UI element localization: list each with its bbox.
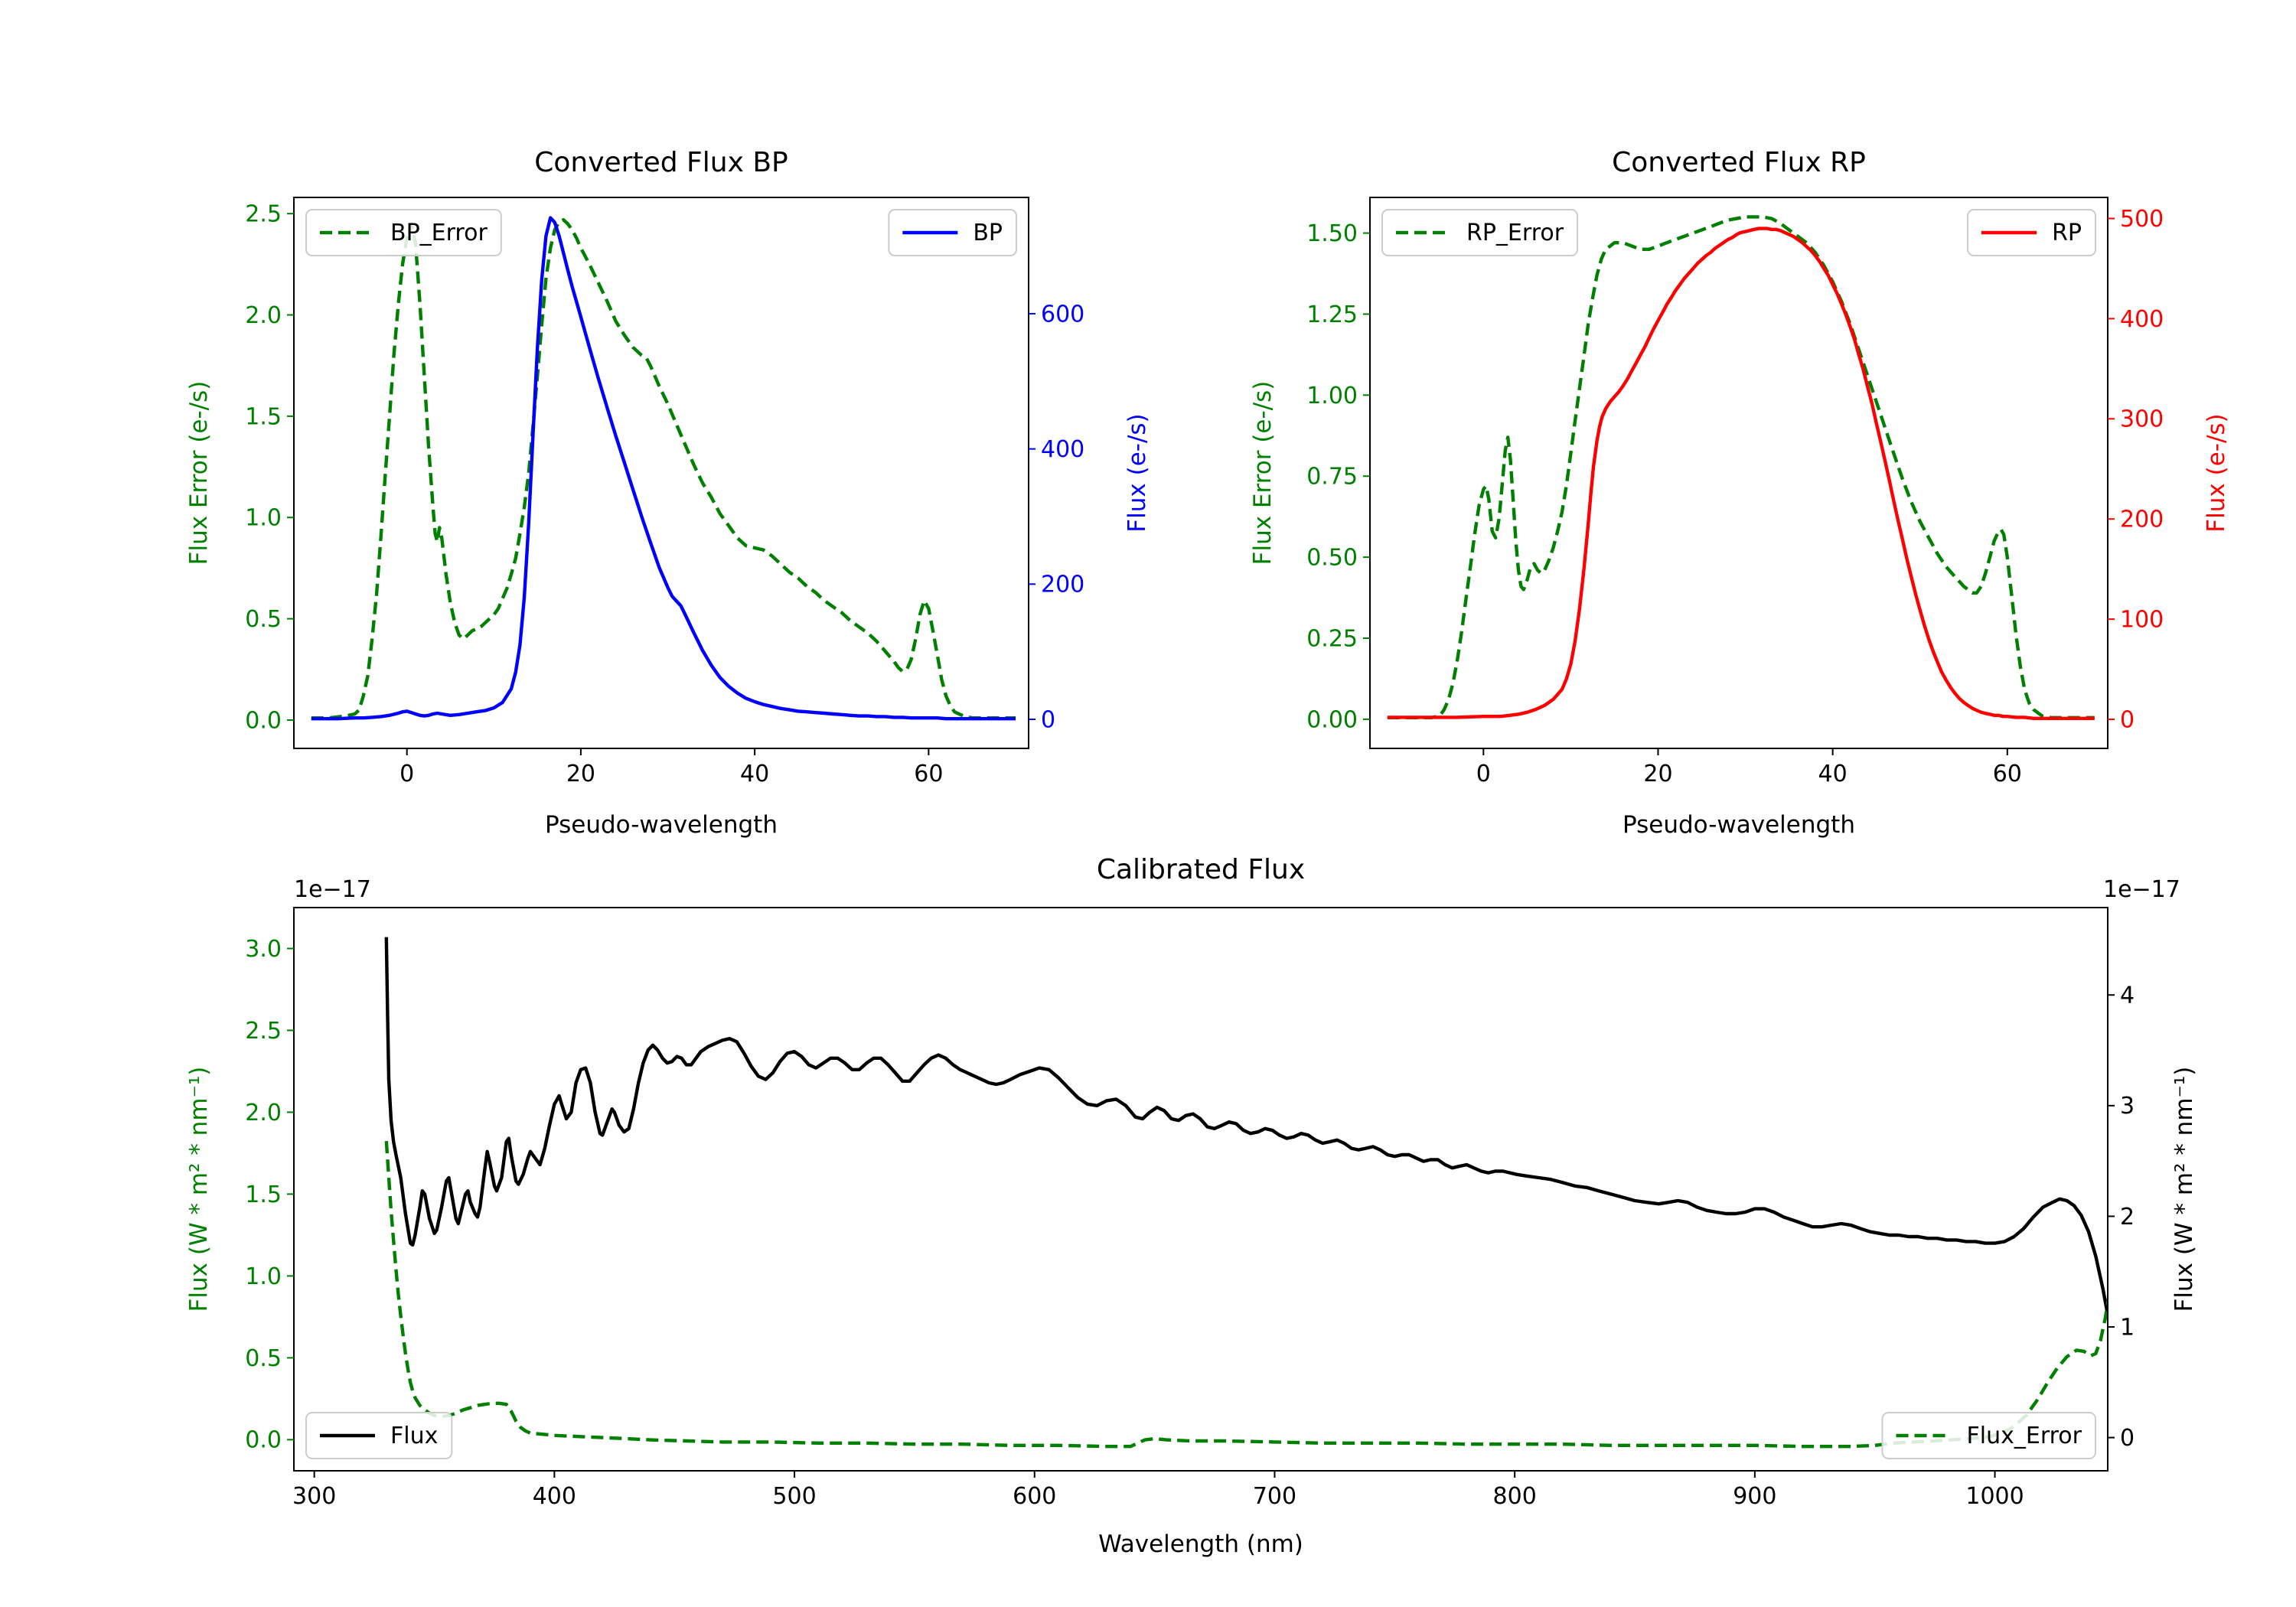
y-tick-label-left: 2.5 (245, 1018, 282, 1045)
plot-calibrated-title: Calibrated Flux (1096, 854, 1306, 886)
x-tick-label: 300 (292, 1483, 336, 1510)
y-tick-label-left: 0.5 (245, 606, 282, 633)
x-tick-label: 20 (1643, 761, 1672, 787)
y-tick-label-right: 100 (2120, 607, 2164, 634)
x-tick-label: 600 (1013, 1483, 1056, 1510)
axes-frame (293, 907, 2108, 1472)
legend-box (305, 1412, 453, 1459)
y-tick-label-right: 2 (2120, 1204, 2135, 1231)
x-tick-label: 700 (1253, 1483, 1296, 1510)
subplot-bp: 0 20 40 60 0.0 0.5 1.0 1.5 2.0 2.5 0 200 400 600 BP_Er… (245, 197, 1084, 787)
plot-rp-xlabel: Pseudo-wavelength (1622, 811, 1855, 839)
legend-box (1381, 209, 1579, 256)
plot-calibrated-xlabel: Wavelength (nm) (1098, 1530, 1303, 1558)
rp-error-curve (1387, 215, 2095, 719)
x-tick-label: 0 (400, 761, 414, 787)
y-tick-label-right: 400 (2120, 306, 2164, 333)
y-tick-label-right: 0 (2120, 706, 2135, 733)
y-tick-label-left: 0.0 (245, 1427, 282, 1454)
legend-label: RP (2052, 220, 2082, 246)
y-tick-label-left: 1.25 (1306, 302, 1358, 328)
y-tick-label-right: 300 (2120, 406, 2164, 433)
x-tick-label: 60 (1993, 761, 2022, 787)
y-tick-label-right: 500 (2120, 206, 2164, 233)
plot-rp-ylabel-right: Flux (e-/s) (2203, 413, 2230, 533)
axes-frame (1369, 197, 2108, 749)
plot-bp-ylabel-left: Flux Error (e-/s) (185, 380, 213, 566)
rp-curve (1387, 227, 2095, 720)
y-tick-label-right: 0 (2120, 1425, 2135, 1452)
plot-bp-title: Converted Flux BP (534, 147, 788, 179)
plot-bp-xlabel: Pseudo-wavelength (544, 811, 778, 839)
x-tick-label: 40 (740, 761, 769, 787)
legend-label: BP_Error (390, 220, 488, 246)
y-tick-label-right: 1 (2120, 1314, 2135, 1341)
y-tick-label-left: 1.50 (1306, 220, 1358, 247)
x-tick-label: 20 (566, 761, 595, 787)
x-tick-label: 1000 (1965, 1483, 2024, 1510)
y-tick-label-left: 0.25 (1306, 625, 1358, 652)
subplot-rp: 0 20 40 60 0.00 0.25 0.50 0.75 1.00 1.25 1.50 0 100 2… (1306, 197, 2164, 787)
legend-flux: Flux (305, 1412, 453, 1459)
y-tick-label-left: 1.00 (1306, 383, 1358, 409)
y-tick-label-right: 3 (2120, 1093, 2135, 1120)
y-tick-label-left: 0.75 (1306, 464, 1358, 491)
bp-error-curve (311, 218, 1016, 720)
y-tick-label-left: 3.0 (245, 936, 282, 963)
legend-label: Flux_Error (1967, 1423, 2082, 1449)
x-tick-label: 0 (1476, 761, 1491, 787)
y-tick-label-left: 2.0 (245, 1100, 282, 1126)
x-tick-label: 500 (772, 1483, 816, 1510)
flux-error-curve (384, 1141, 2108, 1449)
y-tick-label-right: 4 (2120, 983, 2135, 1009)
y-tick-label-left: 1.5 (245, 403, 282, 430)
x-tick-label: 800 (1493, 1483, 1537, 1510)
legend-box (1881, 1412, 2096, 1459)
plot-calibrated-offset-right: 1e−17 (2103, 875, 2180, 903)
legend-rp-error: RP_Error (1381, 209, 1579, 256)
y-tick-label-left: 2.0 (245, 302, 282, 329)
subplot-cal: 300 400 500 600 700 800 900 1000 0.0 0.5 1.0 1.5 2.0… (245, 907, 2135, 1510)
legend-label: Flux (390, 1423, 438, 1449)
legend-bp: BP (888, 209, 1017, 256)
plot-calibrated-ylabel-left: Flux (W * m² * nm⁻¹) (185, 1066, 213, 1312)
y-tick-label-right: 200 (2120, 507, 2164, 533)
legend-label: BP (973, 220, 1003, 246)
x-tick-label: 400 (533, 1483, 576, 1510)
axes-frame (293, 197, 1029, 749)
bp-curve (311, 216, 1016, 721)
y-tick-label-right: 200 (1041, 572, 1084, 598)
plot-rp-title: Converted Flux RP (1612, 147, 1866, 179)
plot-bp-ylabel-right: Flux (e-/s) (1124, 413, 1151, 533)
y-tick-label-left: 0.5 (245, 1345, 282, 1372)
legend-rp: RP (1967, 209, 2096, 256)
plot-rp-ylabel-left: Flux Error (e-/s) (1249, 380, 1277, 566)
y-tick-label-left: 0.0 (245, 707, 282, 734)
plot-calibrated-ylabel-right: Flux (W * m² * nm⁻¹) (2170, 1066, 2198, 1312)
legend-box (305, 209, 502, 256)
y-tick-label-left: 2.5 (245, 201, 282, 228)
y-tick-label-left: 0.50 (1306, 545, 1358, 572)
plot-calibrated-offset-left: 1e−17 (294, 875, 371, 903)
y-tick-label-left: 1.0 (245, 1263, 282, 1290)
x-tick-label: 900 (1733, 1483, 1776, 1510)
x-tick-label: 60 (914, 761, 943, 787)
y-tick-label-right: 600 (1041, 301, 1084, 328)
legend-bp-error: BP_Error (305, 209, 502, 256)
flux-curve (384, 937, 2108, 1325)
x-tick-label: 40 (1818, 761, 1848, 787)
legend-flux-error: Flux_Error (1881, 1412, 2096, 1459)
y-tick-label-left: 1.0 (245, 505, 282, 532)
y-tick-label-right: 400 (1041, 436, 1084, 463)
y-tick-label-left: 0.00 (1306, 706, 1358, 733)
legend-label: RP_Error (1466, 220, 1564, 246)
y-tick-label-right: 0 (1041, 706, 1055, 733)
y-tick-label-left: 1.5 (245, 1182, 282, 1208)
